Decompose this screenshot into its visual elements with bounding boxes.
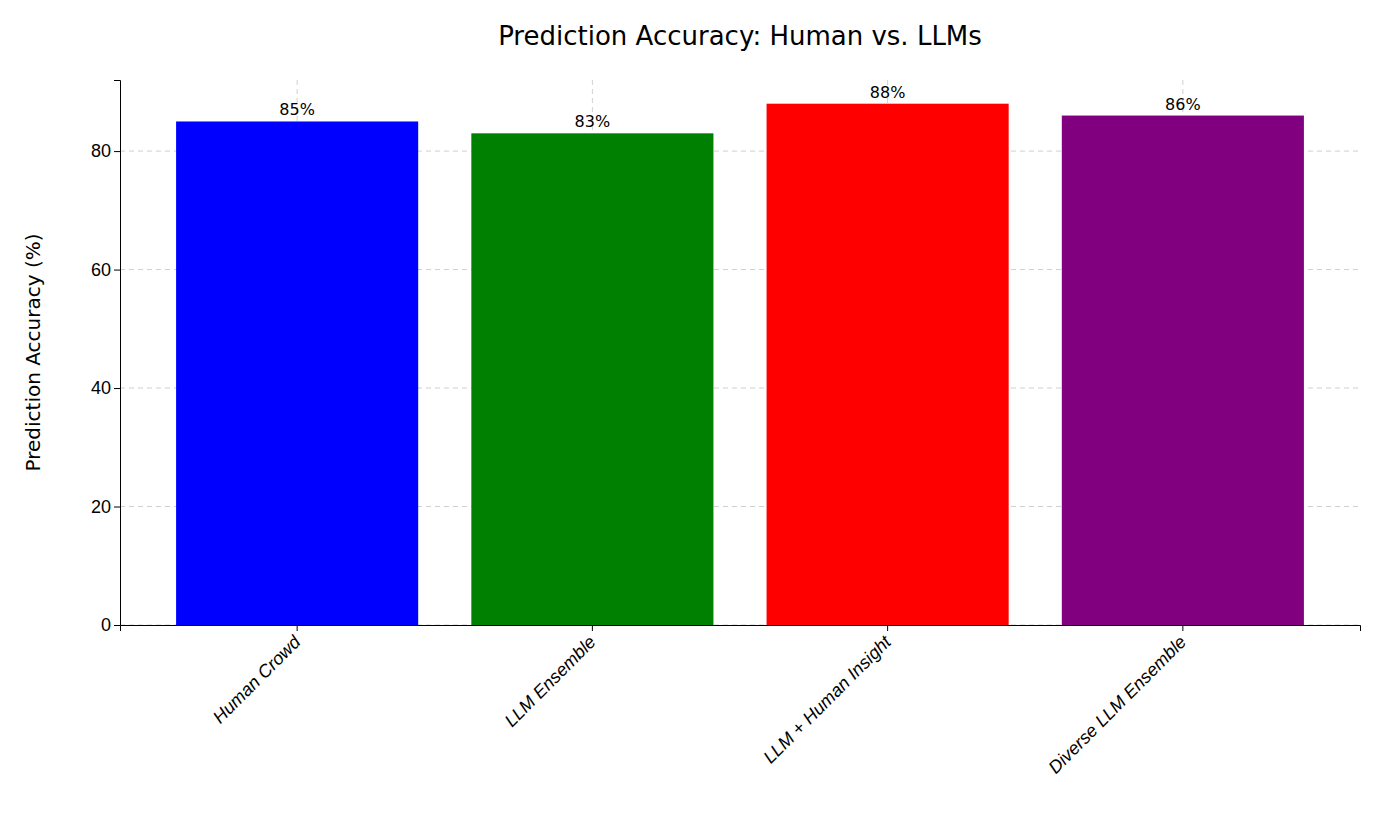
tick-label: Human Crowd — [209, 631, 305, 727]
tick: 80 — [91, 141, 120, 161]
tick-mark — [114, 270, 120, 271]
tick-label: 40 — [91, 378, 111, 398]
tick: LLM + Human Insight — [759, 625, 895, 767]
axis-line — [121, 626, 1361, 632]
tick-label: 0 — [101, 615, 111, 635]
bars — [176, 104, 1304, 625]
tick-label: LLM + Human Insight — [759, 631, 895, 767]
tick: Diverse LLM Ensemble — [1044, 625, 1190, 778]
bar — [176, 121, 418, 625]
tick-mark — [592, 625, 593, 631]
tick-label: 80 — [91, 141, 111, 161]
tick-label: 60 — [91, 260, 111, 280]
y-axis-title: Prediction Accuracy (%) — [21, 234, 45, 472]
tick: Human Crowd — [209, 625, 305, 727]
tick-label: 20 — [91, 497, 111, 517]
tick-label: LLM Ensemble — [501, 632, 600, 731]
data-label: 83% — [575, 112, 611, 131]
tick: 20 — [91, 497, 120, 517]
tick: 0 — [101, 615, 120, 635]
data-label: 85% — [279, 100, 315, 119]
grid — [120, 80, 1360, 625]
tick-mark — [114, 388, 120, 389]
tick-mark — [114, 625, 120, 626]
chart: Human Crowd LLM Ensemble LLM + Human Insig… — [0, 0, 1400, 835]
data-label: 88% — [870, 83, 906, 102]
y-axis: 0 20 40 60 80 — [91, 81, 121, 636]
tick: 40 — [91, 378, 120, 398]
tick: LLM Ensemble — [501, 625, 600, 731]
tick-mark — [297, 625, 298, 631]
title: Prediction Accuracy: Human vs. LLMs — [498, 21, 982, 51]
bar — [1062, 116, 1304, 625]
tick-label: Diverse LLM Ensemble — [1044, 632, 1190, 778]
bar — [767, 104, 1009, 625]
axis-line — [114, 81, 121, 626]
tick-mark — [887, 625, 888, 631]
plot: Human Crowd LLM Ensemble LLM + Human Insig… — [91, 80, 1361, 778]
tick-mark — [114, 151, 120, 152]
tick: 60 — [91, 260, 120, 280]
data-labels: 85% 83% 88% 86% — [279, 83, 1200, 132]
data-label: 86% — [1165, 95, 1201, 114]
tick-mark — [114, 507, 120, 508]
x-axis: Human Crowd LLM Ensemble LLM + Human Insig… — [121, 625, 1361, 778]
tick-mark — [1182, 625, 1183, 631]
bar — [471, 133, 713, 625]
